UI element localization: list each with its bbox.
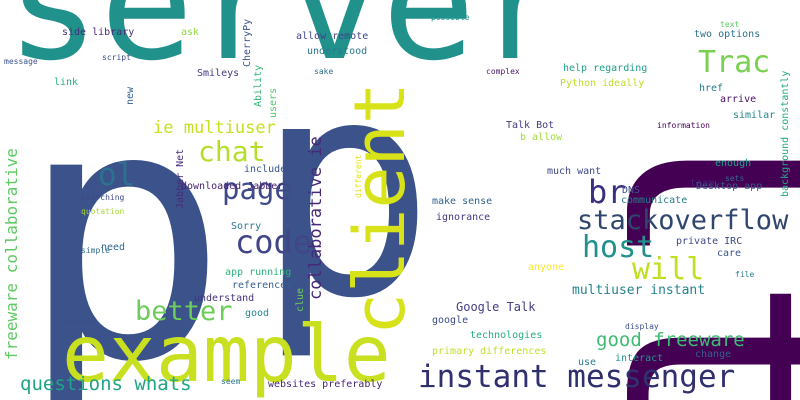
word-p-large-center: p <box>255 15 436 364</box>
word-ie-multiuser: ie multiuser <box>153 118 276 138</box>
word-quotation: quotation <box>81 207 125 216</box>
word-need: need <box>101 242 126 253</box>
word-google-talk: Google Talk <box>456 300 536 314</box>
word-ignorance: ignorance <box>436 212 491 223</box>
word-communicate: communicate <box>621 195 688 206</box>
word-possible: possible <box>431 13 470 22</box>
word-message: message <box>4 57 38 66</box>
word-freeware-collaborative: freeware collaborative <box>2 148 21 360</box>
word-team: team <box>690 178 715 189</box>
word-will: will <box>632 252 705 287</box>
word-stackoverflow: stackoverflow <box>577 205 789 236</box>
word-included: included <box>244 164 293 175</box>
word-br: br <box>588 173 627 211</box>
word-p-large-left: p <box>18 31 229 400</box>
word-seem: seem <box>221 377 241 386</box>
word-href: href <box>699 83 724 94</box>
word-understand: understand <box>194 293 255 304</box>
word-help-regarding: help regarding <box>563 63 648 74</box>
word-better: better <box>135 296 233 327</box>
word-script: script <box>102 53 131 62</box>
word-display: display <box>625 322 659 331</box>
word-side-library: side library <box>62 27 135 38</box>
word-users: users <box>268 87 279 118</box>
word-clue: clue <box>295 287 306 312</box>
word-simple: simple <box>81 246 110 255</box>
word-information: information <box>657 121 710 130</box>
word-websites-preferably: websites preferably <box>268 379 383 390</box>
word-smileys: Smileys <box>197 68 240 79</box>
word-collaborative-ie: collaborative ie <box>306 136 326 300</box>
word-background-constantly: background constantly <box>780 70 791 197</box>
word-sake: sake <box>314 67 334 76</box>
word-anyone: anyone <box>528 262 565 273</box>
word-desktop-app: Desktop app <box>696 181 763 192</box>
word-cherrypy: CherryPy <box>242 18 253 67</box>
word-trac: Trac <box>698 45 771 80</box>
word-dns: DNS <box>622 185 641 196</box>
word-sets: sets <box>725 174 745 183</box>
word-good: good <box>245 308 270 319</box>
word-server: server <box>6 0 570 95</box>
word-ol: ol <box>98 157 136 193</box>
word-understood: understood <box>307 46 368 57</box>
word-use: use <box>578 357 597 368</box>
word-downloaded-jabber: downloaded Jabber <box>181 181 284 192</box>
word-python-ideally: Python ideally <box>560 78 645 89</box>
word-multiuser-instant: multiuser instant <box>572 283 706 298</box>
word-questions-whats: questions whats <box>20 373 192 395</box>
word-app-running: app running <box>225 267 292 278</box>
word-arrive: arrive <box>720 94 757 105</box>
word-make-sense: make sense <box>432 196 493 207</box>
word-enough: enough <box>715 158 752 169</box>
word-ask: ask <box>181 27 200 38</box>
word-different: different <box>354 154 363 198</box>
word-good-freeware: good freeware <box>596 329 745 351</box>
word-client: client <box>339 82 421 335</box>
word-private-irc: private IRC <box>676 236 743 247</box>
word-hourly: hourly <box>67 317 96 326</box>
word-allow-remote: allow remote <box>296 31 369 42</box>
word-file: file <box>735 270 755 279</box>
word-host: host <box>582 230 655 265</box>
word-link: link <box>54 77 79 88</box>
word-talk-bot: Talk Bot <box>506 120 555 131</box>
word-references: references <box>232 280 293 291</box>
word-chat: chat <box>198 135 266 168</box>
word-technologies: technologies <box>470 330 543 341</box>
word-change: change <box>695 349 732 360</box>
word-sorry: Sorry <box>231 221 262 232</box>
word-text: text <box>720 20 740 29</box>
word-similar: similar <box>733 110 776 121</box>
word-b-allow: b allow <box>520 132 563 143</box>
word-code: code <box>235 223 313 261</box>
word-jabber-net: Jabber Net <box>175 148 186 209</box>
word-google: google <box>432 315 469 326</box>
word-ability: Ability <box>253 64 264 107</box>
word-much-want: much want <box>547 166 602 177</box>
word-care: care <box>717 248 742 259</box>
word-searching: searching <box>81 193 125 202</box>
word-interact: interact <box>615 353 664 364</box>
word-primary-differences: primary differences <box>432 346 547 357</box>
word-page: page <box>222 172 292 206</box>
word-new: new <box>125 86 136 105</box>
word-complex: complex <box>486 67 520 76</box>
word-example: example <box>62 310 391 400</box>
word-instant-messenger: instant messenger <box>418 359 736 395</box>
word-two-options: two options <box>694 29 761 40</box>
